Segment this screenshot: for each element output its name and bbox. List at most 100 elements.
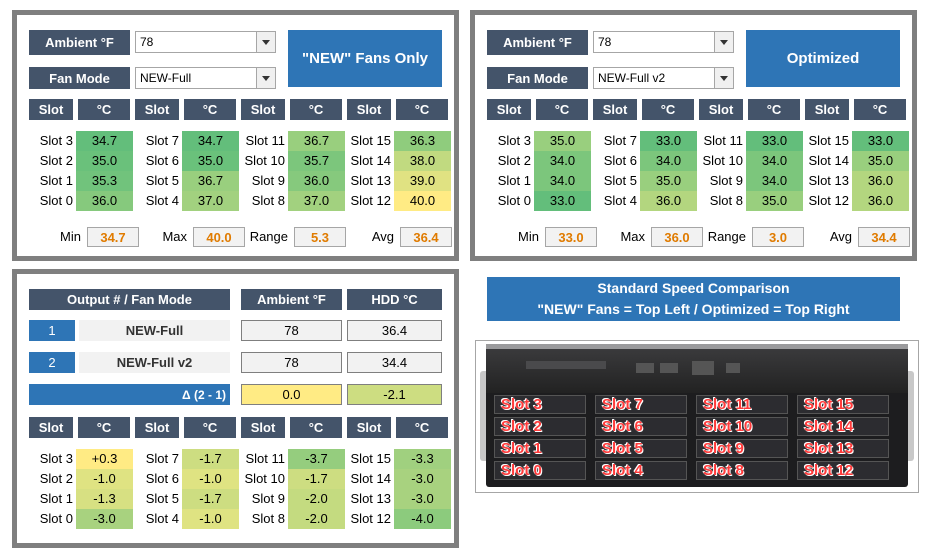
slot-temperature: 36.7 (288, 131, 345, 151)
slot-label: Slot 9 (251, 491, 285, 506)
stat-label: Range (707, 229, 746, 244)
chevron-down-icon[interactable] (714, 32, 733, 52)
stat-label: Max (620, 229, 645, 244)
chevron-down-icon[interactable] (256, 32, 275, 52)
slot-label: Slot 3 (39, 133, 73, 148)
slot-temperature: -3.0 (394, 489, 451, 509)
stat-value: 36.0 (651, 227, 703, 247)
slot-label: Slot 11 (245, 451, 285, 466)
drive-bay: Slot 12 (797, 461, 889, 480)
stat-value: 5.3 (294, 227, 346, 247)
drive-bay: Slot 7 (595, 395, 687, 414)
celsius-header: °C (290, 417, 342, 438)
fanmode-label: Fan Mode (487, 67, 588, 89)
slot-temperature: 35.3 (76, 171, 133, 191)
slot-label: Slot 1 (39, 491, 73, 506)
ambient-select[interactable]: 78 (593, 31, 734, 53)
slot-temperature: 40.0 (394, 191, 451, 211)
ambient-header: Ambient °F (241, 289, 342, 310)
drive-bay: Slot 1 (494, 439, 586, 458)
slot-temperature: -1.7 (182, 489, 239, 509)
slot-label: Slot 11 (703, 133, 743, 148)
slot-label: Slot 0 (497, 193, 531, 208)
slot-temperature: -1.0 (182, 509, 239, 529)
output-mode: NEW-Full (79, 320, 230, 341)
slot-header: Slot (805, 99, 849, 120)
drive-bay-label: Slot 9 (703, 440, 744, 457)
stat-label: Min (518, 229, 539, 244)
drive-bay-label: Slot 0 (501, 462, 542, 479)
slot-label: Slot 7 (603, 133, 637, 148)
stat-value: 34.7 (87, 227, 139, 247)
slot-temperature: 36.0 (852, 171, 909, 191)
chevron-down-icon[interactable] (256, 68, 275, 88)
slot-header: Slot (241, 99, 285, 120)
slot-temperature: 37.0 (182, 191, 239, 211)
ambient-label: Ambient °F (29, 30, 130, 55)
slot-temperature: 36.3 (394, 131, 451, 151)
slot-label: Slot 6 (145, 153, 179, 168)
celsius-header: °C (184, 99, 236, 120)
ambient-select[interactable]: 78 (135, 31, 276, 53)
drive-bay-label: Slot 8 (703, 462, 744, 479)
slot-label: Slot 11 (245, 133, 285, 148)
stat-value: 36.4 (400, 227, 452, 247)
slot-temperature: 33.0 (852, 131, 909, 151)
rack-handle-left (480, 371, 490, 461)
slot-label: Slot 1 (497, 173, 531, 188)
slot-temperature: -3.3 (394, 449, 451, 469)
slot-label: Slot 0 (39, 511, 73, 526)
slot-label: Slot 4 (603, 193, 637, 208)
slot-label: Slot 5 (145, 491, 179, 506)
slot-header: Slot (135, 417, 179, 438)
slot-label: Slot 12 (350, 193, 391, 208)
drive-bay-label: Slot 2 (501, 418, 542, 435)
fanmode-select[interactable]: NEW-Full v2 (593, 67, 734, 89)
fanmode-label: Fan Mode (29, 67, 130, 89)
new-fans-panel: Ambient °F 78 Fan Mode NEW-Full "NEW" Fa… (12, 10, 459, 261)
fanmode-select-value: NEW-Full v2 (598, 71, 666, 85)
celsius-header: °C (396, 99, 448, 120)
slot-temperature: 37.0 (288, 191, 345, 211)
slot-temperature: +0.3 (76, 449, 133, 469)
chevron-down-icon[interactable] (714, 68, 733, 88)
output-hdd: 34.4 (347, 352, 442, 373)
slot-temperature: -2.0 (288, 489, 345, 509)
slot-label: Slot 5 (145, 173, 179, 188)
server-chassis-top (486, 344, 908, 352)
celsius-header: °C (78, 99, 130, 120)
slot-header: Slot (487, 99, 531, 120)
slot-label: Slot 14 (350, 471, 391, 486)
celsius-header: °C (290, 99, 342, 120)
slot-label: Slot 4 (145, 511, 179, 526)
slot-temperature: 34.0 (534, 171, 591, 191)
stat-label: Avg (829, 229, 852, 244)
delta-ambient: 0.0 (241, 384, 342, 405)
slot-temperature: 35.0 (746, 191, 803, 211)
fanmode-select[interactable]: NEW-Full (135, 67, 276, 89)
drive-bay-label: Slot 15 (804, 396, 854, 413)
slot-temperature: -1.3 (76, 489, 133, 509)
slot-label: Slot 5 (603, 173, 637, 188)
slot-temperature: 33.0 (640, 131, 697, 151)
slot-label: Slot 15 (350, 451, 391, 466)
slot-label: Slot 9 (251, 173, 285, 188)
slot-label: Slot 2 (497, 153, 531, 168)
server-chassis: Slot 3 Slot 7 Slot 11 Slot 15 Slot 2 Slot 6 Sl… (486, 349, 908, 487)
drive-bay-label: Slot 1 (501, 440, 542, 457)
slot-temperature: 34.0 (534, 151, 591, 171)
slot-header: Slot (135, 99, 179, 120)
hdd-header: HDD °C (347, 289, 442, 310)
slot-header: Slot (699, 99, 743, 120)
new-fans-title: "NEW" Fans Only (288, 30, 442, 87)
slot-label: Slot 2 (39, 153, 73, 168)
slot-label: Slot 6 (603, 153, 637, 168)
celsius-header: °C (642, 99, 694, 120)
delta-label: Δ (2 - 1) (29, 384, 230, 405)
standard-title-line2: "NEW" Fans = Top Left / Optimized = Top … (537, 301, 850, 317)
slot-label: Slot 8 (251, 193, 285, 208)
slot-temperature: 33.0 (746, 131, 803, 151)
slot-label: Slot 3 (39, 451, 73, 466)
slot-label: Slot 1 (39, 173, 73, 188)
slot-label: Slot 10 (244, 153, 285, 168)
